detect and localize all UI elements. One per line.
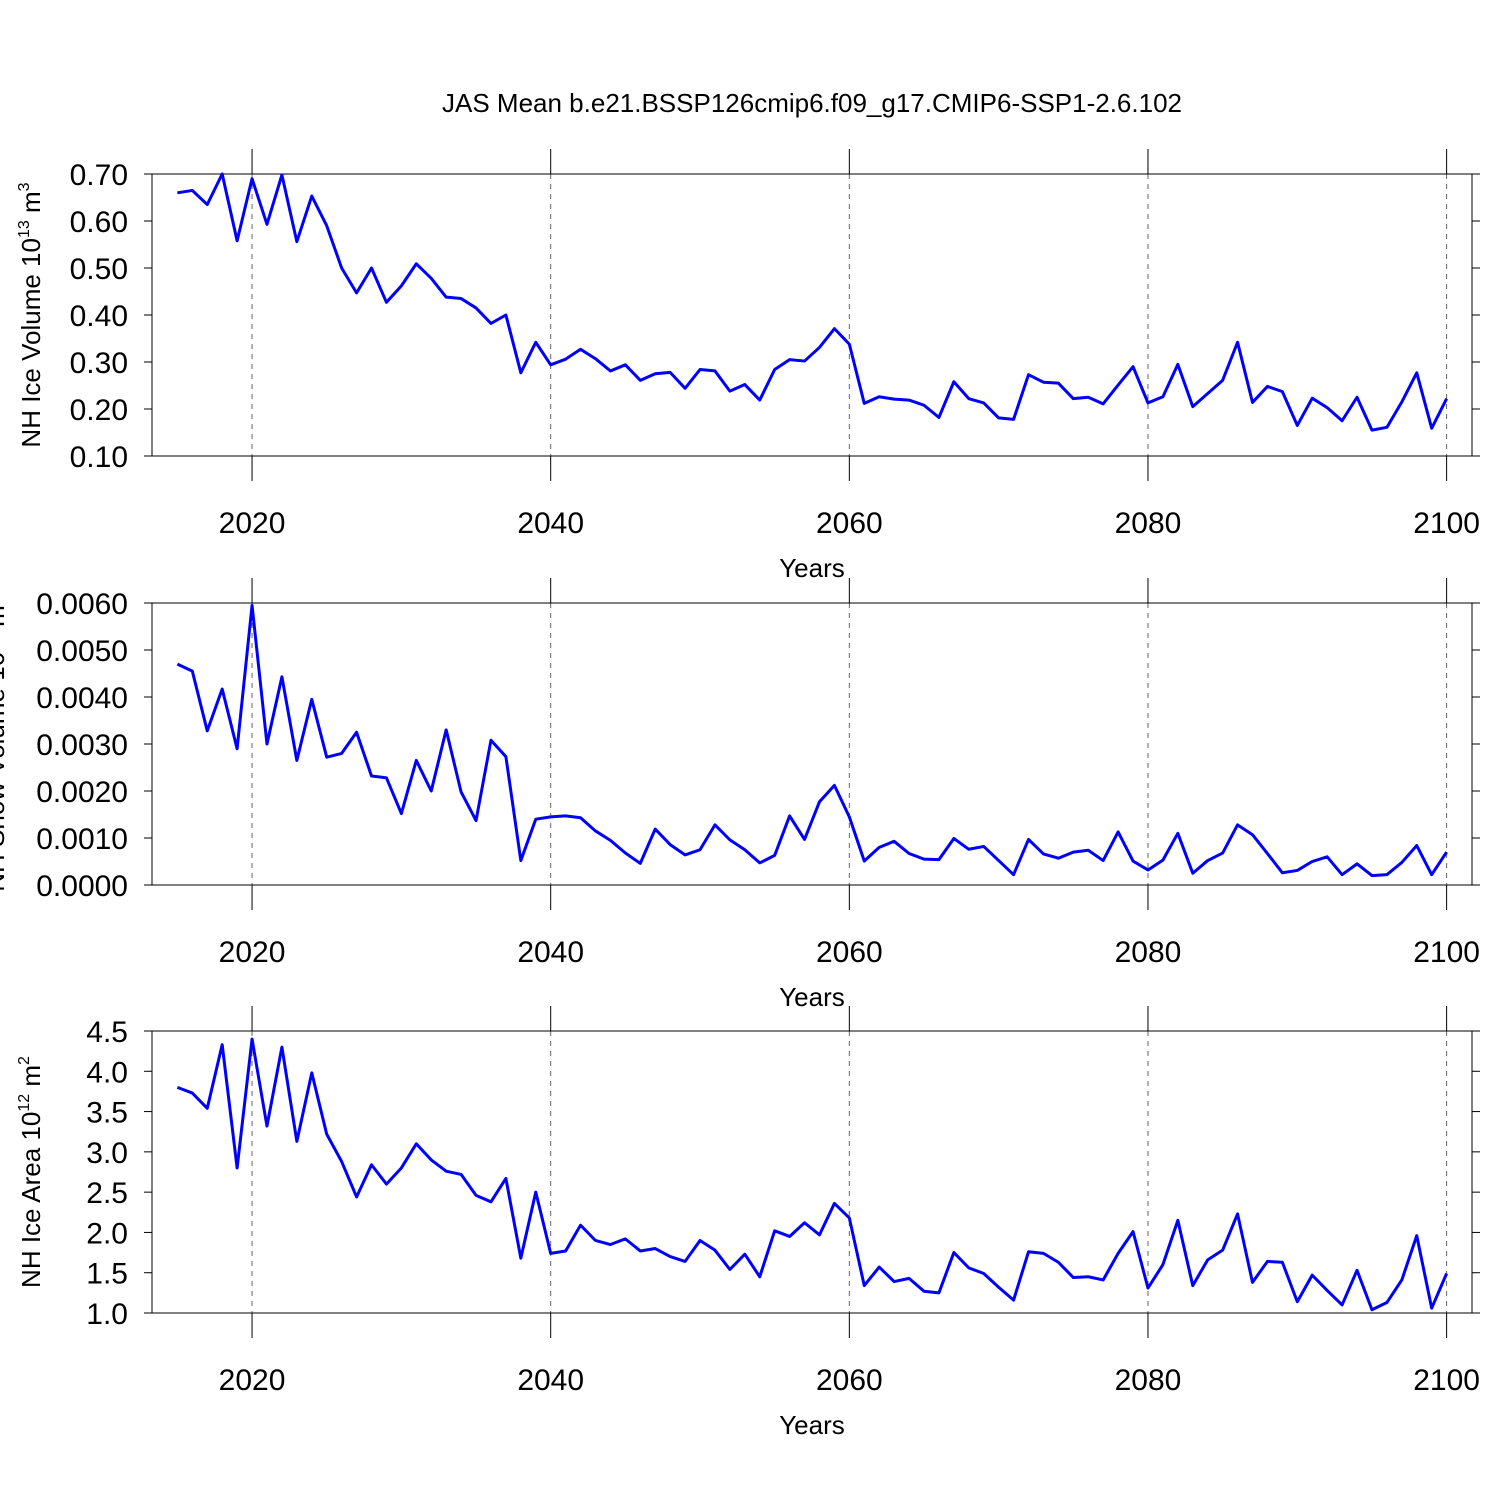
y-tick-label: 0.0050: [36, 635, 128, 668]
y-tick-label: 4.0: [86, 1056, 128, 1089]
y-axis-label-sup: 3: [16, 182, 33, 191]
y-tick-label: 3.0: [86, 1137, 128, 1170]
y-axis-label-sup: 2: [16, 1056, 33, 1065]
x-tick-label: 2060: [816, 936, 883, 969]
x-tick-label: 2080: [1115, 936, 1182, 969]
y-tick-label: 0.0040: [36, 682, 128, 715]
y-axis-label-sup: 12: [16, 1094, 33, 1112]
y-tick-label: 2.5: [86, 1177, 128, 1210]
y-tick-label: 3.5: [86, 1097, 128, 1130]
y-tick-label: 0.0020: [36, 776, 128, 809]
y-tick-label: 0.20: [70, 394, 128, 427]
y-tick-label: 1.5: [86, 1258, 128, 1291]
y-tick-label: 0.0030: [36, 729, 128, 762]
y-tick-label: 0.30: [70, 347, 128, 380]
x-axis-label: Years: [779, 982, 845, 1012]
y-axis-label: NH Ice Area 1012 m2: [16, 1056, 46, 1288]
y-tick-label: 1.0: [86, 1298, 128, 1331]
y-tick-label: 0.50: [70, 253, 128, 286]
x-tick-label: 2020: [219, 936, 286, 969]
y-tick-label: 0.60: [70, 206, 128, 239]
y-axis-label-part: m: [16, 1065, 46, 1094]
x-tick-label: 2040: [517, 936, 584, 969]
y-tick-label: 0.0010: [36, 823, 128, 856]
x-tick-label: 2080: [1115, 1364, 1182, 1397]
x-tick-label: 2100: [1413, 507, 1480, 540]
y-tick-label: 2.0: [86, 1217, 128, 1250]
y-axis-label-part: NH Ice Volume 10: [16, 238, 46, 448]
y-axis-label-part: m: [0, 605, 10, 634]
data-line: [177, 172, 1448, 432]
plot-frame: [151, 602, 1473, 886]
y-axis-label: NH Snow Volume 1013 m3: [0, 596, 10, 892]
x-tick-label: 2060: [816, 1364, 883, 1397]
x-tick-label: 2020: [219, 1364, 286, 1397]
x-tick-label: 2020: [219, 507, 286, 540]
y-tick-label: 0.40: [70, 300, 128, 333]
data-line: [176, 1037, 1448, 1312]
panel: JAS Mean b.e21.BSSP126cmip6.f09_g17.CMIP…: [16, 88, 1480, 583]
panel: 2020 2040 2060 2080 2100 1.0 1.5 2.0 2.5 3.0 3.5 4.…: [16, 1006, 1480, 1440]
x-axis-label: Years: [779, 1410, 845, 1440]
plot-frame: [151, 1030, 1473, 1314]
y-tick-label: 0.0000: [36, 870, 128, 903]
y-axis-label-sup: 13: [16, 220, 33, 238]
x-tick-label: 2100: [1413, 936, 1480, 969]
data-line: [176, 603, 1448, 878]
y-axis-label-part: m: [16, 191, 46, 220]
y-axis-label-part: NH Ice Area 10: [16, 1112, 46, 1288]
x-tick-label: 2100: [1413, 1364, 1480, 1397]
y-axis-label: NH Ice Volume 1013 m3: [16, 182, 46, 447]
x-tick-label: 2080: [1115, 507, 1182, 540]
y-tick-label: 0.70: [70, 159, 128, 192]
panel: 2020 2040 2060 2080 2100 0.0000 0.0010 0.0020 0.…: [0, 578, 1480, 1012]
y-tick-label: 0.10: [70, 441, 128, 474]
y-tick-label: 0.0060: [36, 588, 128, 621]
plot-frame: [151, 173, 1473, 457]
x-tick-label: 2040: [517, 507, 584, 540]
chart-title: JAS Mean b.e21.BSSP126cmip6.f09_g17.CMIP…: [442, 88, 1182, 118]
x-axis-label: Years: [779, 553, 845, 583]
x-tick-label: 2040: [517, 1364, 584, 1397]
y-axis-label-part: NH Snow Volume 10: [0, 652, 10, 892]
y-tick-label: 4.5: [86, 1016, 128, 1049]
x-tick-label: 2060: [816, 507, 883, 540]
